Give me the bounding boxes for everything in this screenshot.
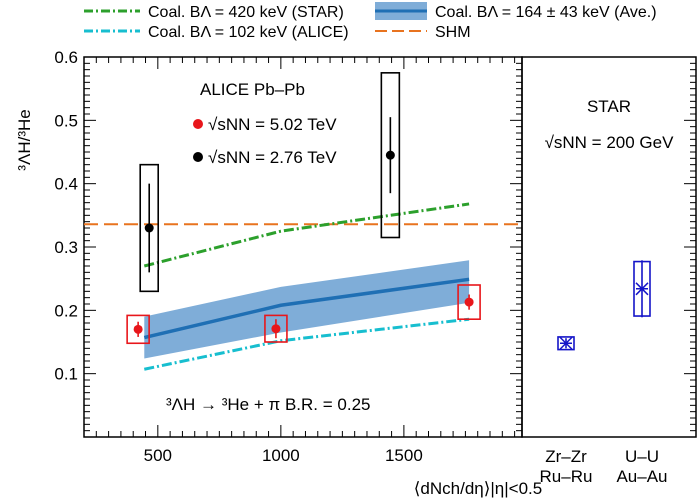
y-tick-label: 0.2 xyxy=(54,301,78,320)
x-axis-title: ⟨dNch/dη⟩|η|<0.5 xyxy=(414,479,542,498)
data-point xyxy=(464,297,474,307)
annotation-276-marker xyxy=(193,152,203,162)
sys-box xyxy=(380,72,401,239)
x-tick-label: 1500 xyxy=(385,446,423,465)
star-category-label: U–U xyxy=(625,447,659,466)
y-tick-label: 0.1 xyxy=(54,365,78,384)
annotation-alice-502: √sNN = 5.02 TeV xyxy=(208,115,337,134)
star-420-curve xyxy=(143,202,470,268)
star-sys-box xyxy=(557,336,575,351)
alice-102-curve xyxy=(143,317,470,371)
star-points xyxy=(557,260,651,351)
annotation-502-marker xyxy=(193,119,203,129)
sys-box xyxy=(139,163,160,293)
legend-star420-label: Coal. BΛ = 420 keV (STAR) xyxy=(148,4,344,21)
legend-alice102-label: Coal. BΛ = 102 keV (ALICE) xyxy=(148,24,349,41)
legend-average-label: Coal. BΛ = 164 ± 43 keV (Ave.) xyxy=(435,4,657,21)
model-curves xyxy=(84,202,522,371)
annotation-star-energy: √sNN = 200 GeV xyxy=(545,133,675,152)
star-marker xyxy=(635,282,649,296)
y-axis-title: ³ΛH/³He xyxy=(15,109,34,170)
y-tick-label: 0.5 xyxy=(54,111,78,130)
star-category-label: Zr–Zr xyxy=(545,447,587,466)
data-point xyxy=(271,324,281,334)
data-point xyxy=(133,324,143,334)
legend-shm-label: SHM xyxy=(435,24,471,41)
average-164-band xyxy=(144,260,470,359)
sys-box xyxy=(264,314,288,343)
y-tick-label: 0.3 xyxy=(54,238,78,257)
sys-box xyxy=(126,314,150,345)
average-164-line xyxy=(143,277,470,340)
annotation-star-title: STAR xyxy=(587,97,631,116)
legend: Coal. BΛ = 420 keV (STAR) Coal. BΛ = 164… xyxy=(84,2,657,41)
y-tick-label: 0.6 xyxy=(54,48,78,67)
data-point xyxy=(144,223,154,233)
star-category-label: Ru–Ru xyxy=(540,467,593,486)
data-point xyxy=(385,150,395,160)
sys-box xyxy=(457,284,481,321)
annotation-alice-276: √sNN = 2.76 TeV xyxy=(208,148,337,167)
x-tick-label: 1000 xyxy=(262,446,300,465)
y-tick-label: 0.4 xyxy=(54,175,78,194)
star-category-label: Au–Au xyxy=(616,467,667,486)
x-tick-label: 500 xyxy=(144,446,172,465)
star-marker xyxy=(559,336,573,350)
axes: 0.1 0.2 0.3 0.4 0.5 0.6 500 1000 1500 xyxy=(54,48,696,465)
annotation-decay: ³ΛH → ³He + π B.R. = 0.25 xyxy=(166,395,370,414)
data-points xyxy=(126,72,481,345)
annotation-experiment: ALICE Pb–Pb xyxy=(200,80,305,99)
